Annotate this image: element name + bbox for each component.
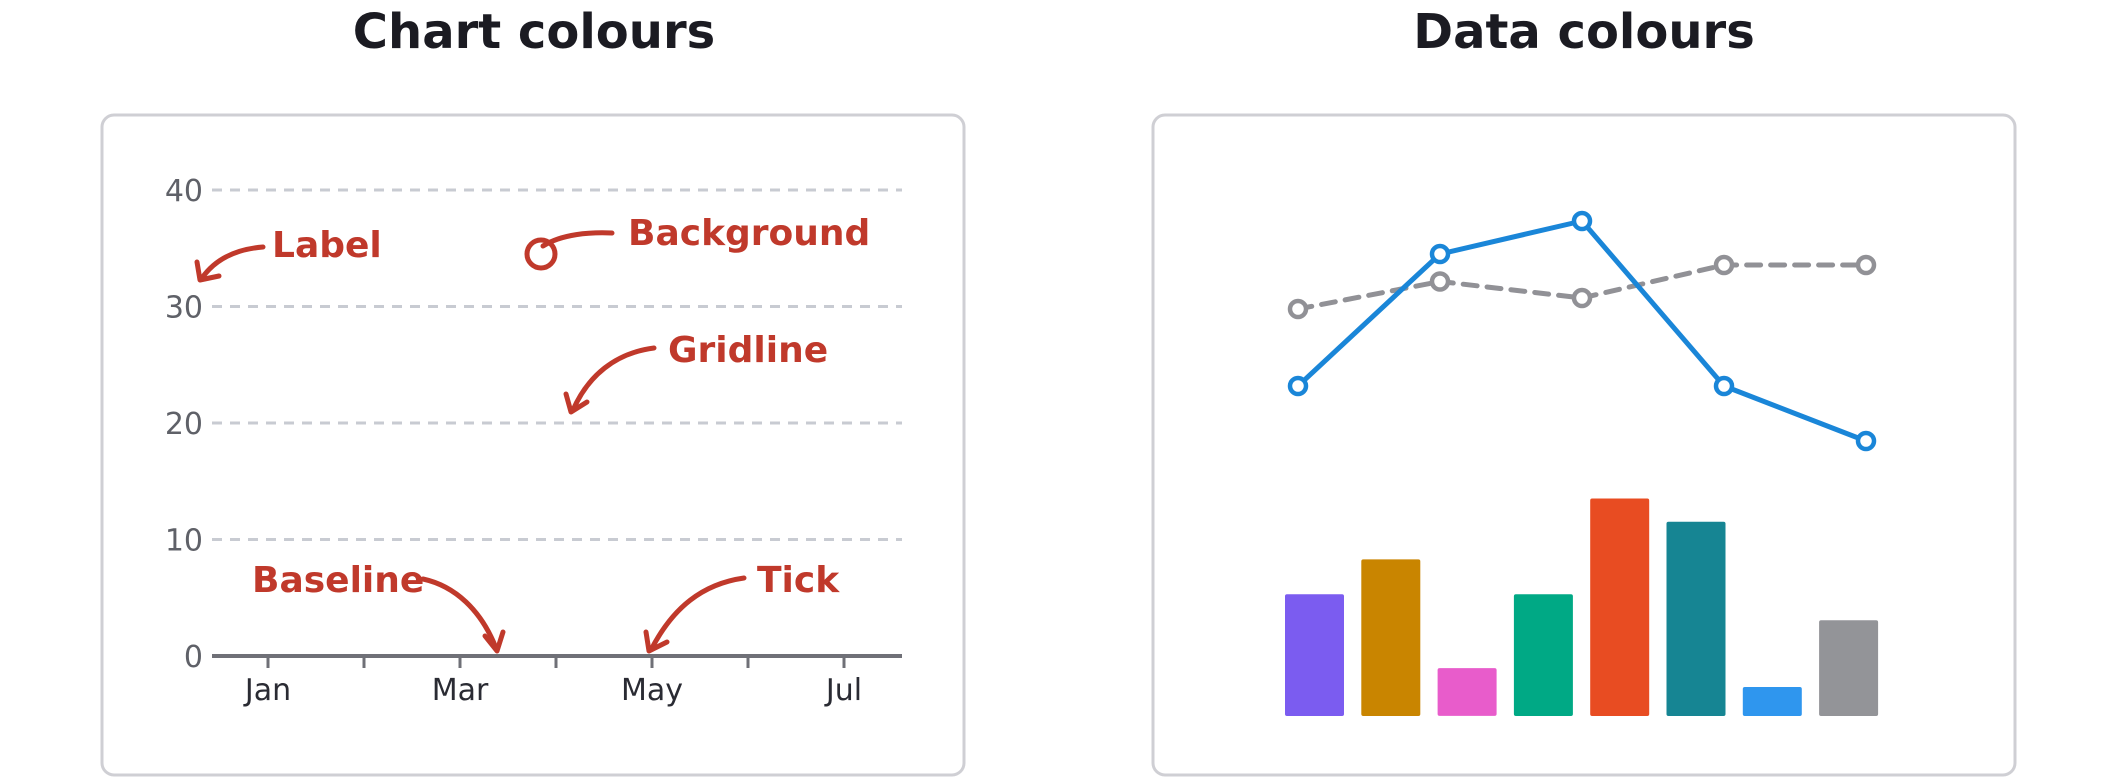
dashed-series-point	[1429, 271, 1451, 292]
left-panel-frame	[100, 113, 966, 777]
bar	[1437, 668, 1497, 716]
dashed-series-point	[1855, 254, 1877, 276]
label-annotation: Label	[272, 225, 382, 266]
baseline-arrow	[420, 576, 506, 654]
bar	[1590, 498, 1650, 716]
bar	[1666, 521, 1726, 716]
bar	[1513, 594, 1573, 716]
bar	[1742, 687, 1802, 716]
background-annotation: Background	[628, 213, 870, 254]
solid-series-point	[1429, 243, 1451, 265]
y-tick-labels: 0 10 20 30 40	[165, 174, 203, 675]
y-tick-label: 10	[165, 524, 203, 559]
solid-series-point	[1287, 375, 1309, 397]
label-arrow	[194, 244, 266, 283]
x-tick-label: Jan	[243, 673, 291, 708]
x-tick-label: May	[621, 673, 683, 708]
x-tick-label: Mar	[432, 673, 489, 708]
background-arrow	[524, 230, 615, 271]
solid-series-point	[1571, 210, 1593, 232]
dashed-series-point	[1571, 287, 1593, 309]
bar	[1361, 559, 1421, 716]
baseline-annotation: Baseline	[252, 560, 424, 601]
right-panel-title: Data colours	[1413, 4, 1755, 60]
left-panel-title: Chart colours	[353, 4, 715, 60]
line-points	[1287, 210, 1877, 452]
dashed-series-point	[1287, 298, 1309, 320]
y-tick-label: 20	[165, 407, 203, 442]
y-tick-label: 30	[165, 291, 203, 326]
tick-arrow	[643, 575, 747, 654]
bar	[1819, 620, 1879, 716]
y-tick-label: 0	[184, 640, 203, 675]
x-tick-labels: Jan Mar May Jul	[243, 673, 862, 708]
annotation-arrows	[194, 230, 747, 654]
tick-annotation: Tick	[757, 560, 840, 601]
bars	[1285, 498, 1879, 716]
solid-series-point	[1855, 430, 1877, 452]
solid-series-point	[1713, 375, 1735, 397]
bar	[1285, 594, 1344, 716]
gridlines	[212, 188, 902, 541]
gridline-arrow	[563, 345, 657, 415]
x-ticks	[266, 656, 846, 668]
gridline-annotation: Gridline	[668, 330, 828, 371]
x-tick-label: Jul	[824, 673, 862, 708]
y-tick-label: 40	[165, 174, 203, 209]
dashed-series-point	[1713, 254, 1735, 276]
